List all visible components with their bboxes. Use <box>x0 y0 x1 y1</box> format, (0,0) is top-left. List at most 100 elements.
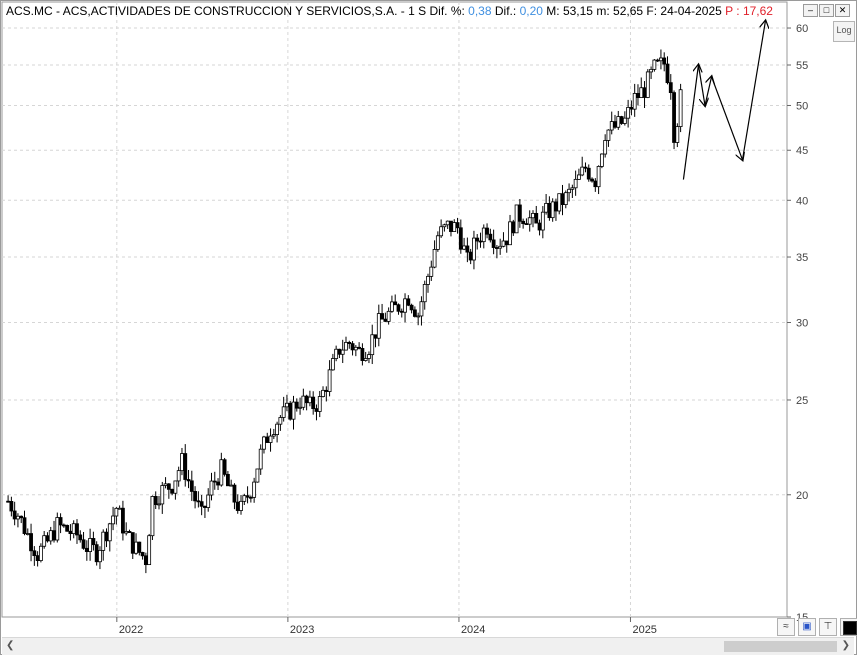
candle-body <box>409 304 414 311</box>
candle-body <box>504 240 509 246</box>
candle-body <box>229 484 234 487</box>
horizontal-scrollbar[interactable]: ❮ ❯ <box>2 637 854 655</box>
candle-body <box>511 221 516 234</box>
candle-body <box>501 240 506 247</box>
dif-pct-label: Dif. %: <box>429 4 465 18</box>
candle-body <box>357 346 362 349</box>
candle-body <box>22 517 27 534</box>
candle-body <box>153 496 158 505</box>
maximize-icon[interactable]: □ <box>819 4 834 17</box>
candle-body <box>360 348 365 361</box>
candle-body <box>396 304 401 312</box>
candle-body <box>472 237 476 261</box>
candle-body <box>426 275 430 285</box>
candle-body <box>390 301 394 312</box>
candle-body <box>94 544 99 563</box>
candle-body <box>32 550 37 557</box>
y-tick-label: 50 <box>796 100 808 112</box>
candle-body <box>596 166 601 188</box>
log-scale-button[interactable]: Log <box>833 21 855 42</box>
close-icon[interactable]: ✕ <box>835 4 850 17</box>
candle-body <box>75 523 79 536</box>
candle-body <box>626 107 631 119</box>
candle-body <box>439 226 444 237</box>
scrollbar-thumb[interactable] <box>724 641 837 652</box>
candle-body <box>577 174 581 180</box>
plot-frame <box>1 1 788 618</box>
annotation-arrow <box>682 65 698 180</box>
candle-body <box>91 538 96 546</box>
chevron-right-icon[interactable]: ❯ <box>841 640 850 651</box>
y-tick-label: 60 <box>796 23 808 35</box>
candle-body <box>517 204 522 222</box>
candle-body <box>386 310 391 322</box>
candle-body <box>675 126 680 143</box>
candle-body <box>632 93 637 110</box>
candle-body <box>150 496 155 537</box>
candle-body <box>65 525 70 532</box>
candle-body <box>531 212 535 219</box>
candle-body <box>9 501 14 512</box>
candle-body <box>275 423 280 435</box>
candle-body <box>616 116 621 128</box>
dif-value: 0,20 <box>519 4 543 18</box>
candle-body <box>534 212 539 224</box>
candle-body <box>16 515 20 520</box>
candle-body <box>48 530 53 542</box>
candle-body <box>399 310 404 313</box>
candle-body <box>42 535 47 547</box>
x-tick-label: 2025 <box>632 624 656 636</box>
candle-body <box>383 318 388 322</box>
candle-body <box>107 523 112 542</box>
price-chart[interactable]: 152025303540455055602022202320242025 <box>1 1 856 637</box>
color-swatch-button[interactable] <box>840 618 857 636</box>
candle-body <box>245 495 250 498</box>
candle-body <box>304 395 309 404</box>
candle-body <box>481 227 486 243</box>
candle-body <box>117 507 122 510</box>
p-value: 17,62 <box>742 4 773 18</box>
candle-body <box>130 532 135 554</box>
candle-body <box>291 401 296 420</box>
candle-body <box>659 57 663 62</box>
candle-body <box>609 121 614 131</box>
candle-body <box>344 341 348 351</box>
candle-body <box>301 395 306 408</box>
indicator-icon[interactable]: ≈ <box>777 618 795 636</box>
candle-body <box>55 517 60 541</box>
pin-icon[interactable]: ⊤ <box>819 618 837 636</box>
y-tick-label: 25 <box>796 395 808 407</box>
candle-body <box>114 507 119 517</box>
candle-body <box>537 222 542 231</box>
candle-body <box>262 436 266 450</box>
candle-body <box>636 93 640 99</box>
candle-body <box>71 523 76 535</box>
candle-body <box>455 222 460 229</box>
candle-body <box>567 188 571 194</box>
candle-body <box>137 541 142 553</box>
candle-body <box>206 494 211 508</box>
candle-body <box>78 534 83 541</box>
candle-body <box>29 533 33 552</box>
candle-body <box>498 245 503 249</box>
save-icon[interactable]: ▣ <box>798 618 816 636</box>
candle-body <box>81 539 86 549</box>
minimize-icon[interactable]: – <box>803 4 818 17</box>
candle-body <box>68 530 73 535</box>
candle-body <box>554 201 558 212</box>
candle-body <box>84 547 89 552</box>
candle-body <box>52 530 56 541</box>
candle-body <box>180 453 184 472</box>
candle-body <box>337 348 342 355</box>
y-tick-label: 45 <box>796 145 808 157</box>
candle-body <box>143 555 148 566</box>
chevron-left-icon[interactable]: ❮ <box>6 640 15 651</box>
candle-body <box>225 473 230 487</box>
y-tick-label: 40 <box>796 195 808 207</box>
candle-body <box>465 245 470 253</box>
candle-body <box>317 396 322 412</box>
candle-body <box>662 57 667 65</box>
candle-body <box>35 555 40 561</box>
candle-body <box>265 436 270 443</box>
candle-body <box>363 358 368 361</box>
